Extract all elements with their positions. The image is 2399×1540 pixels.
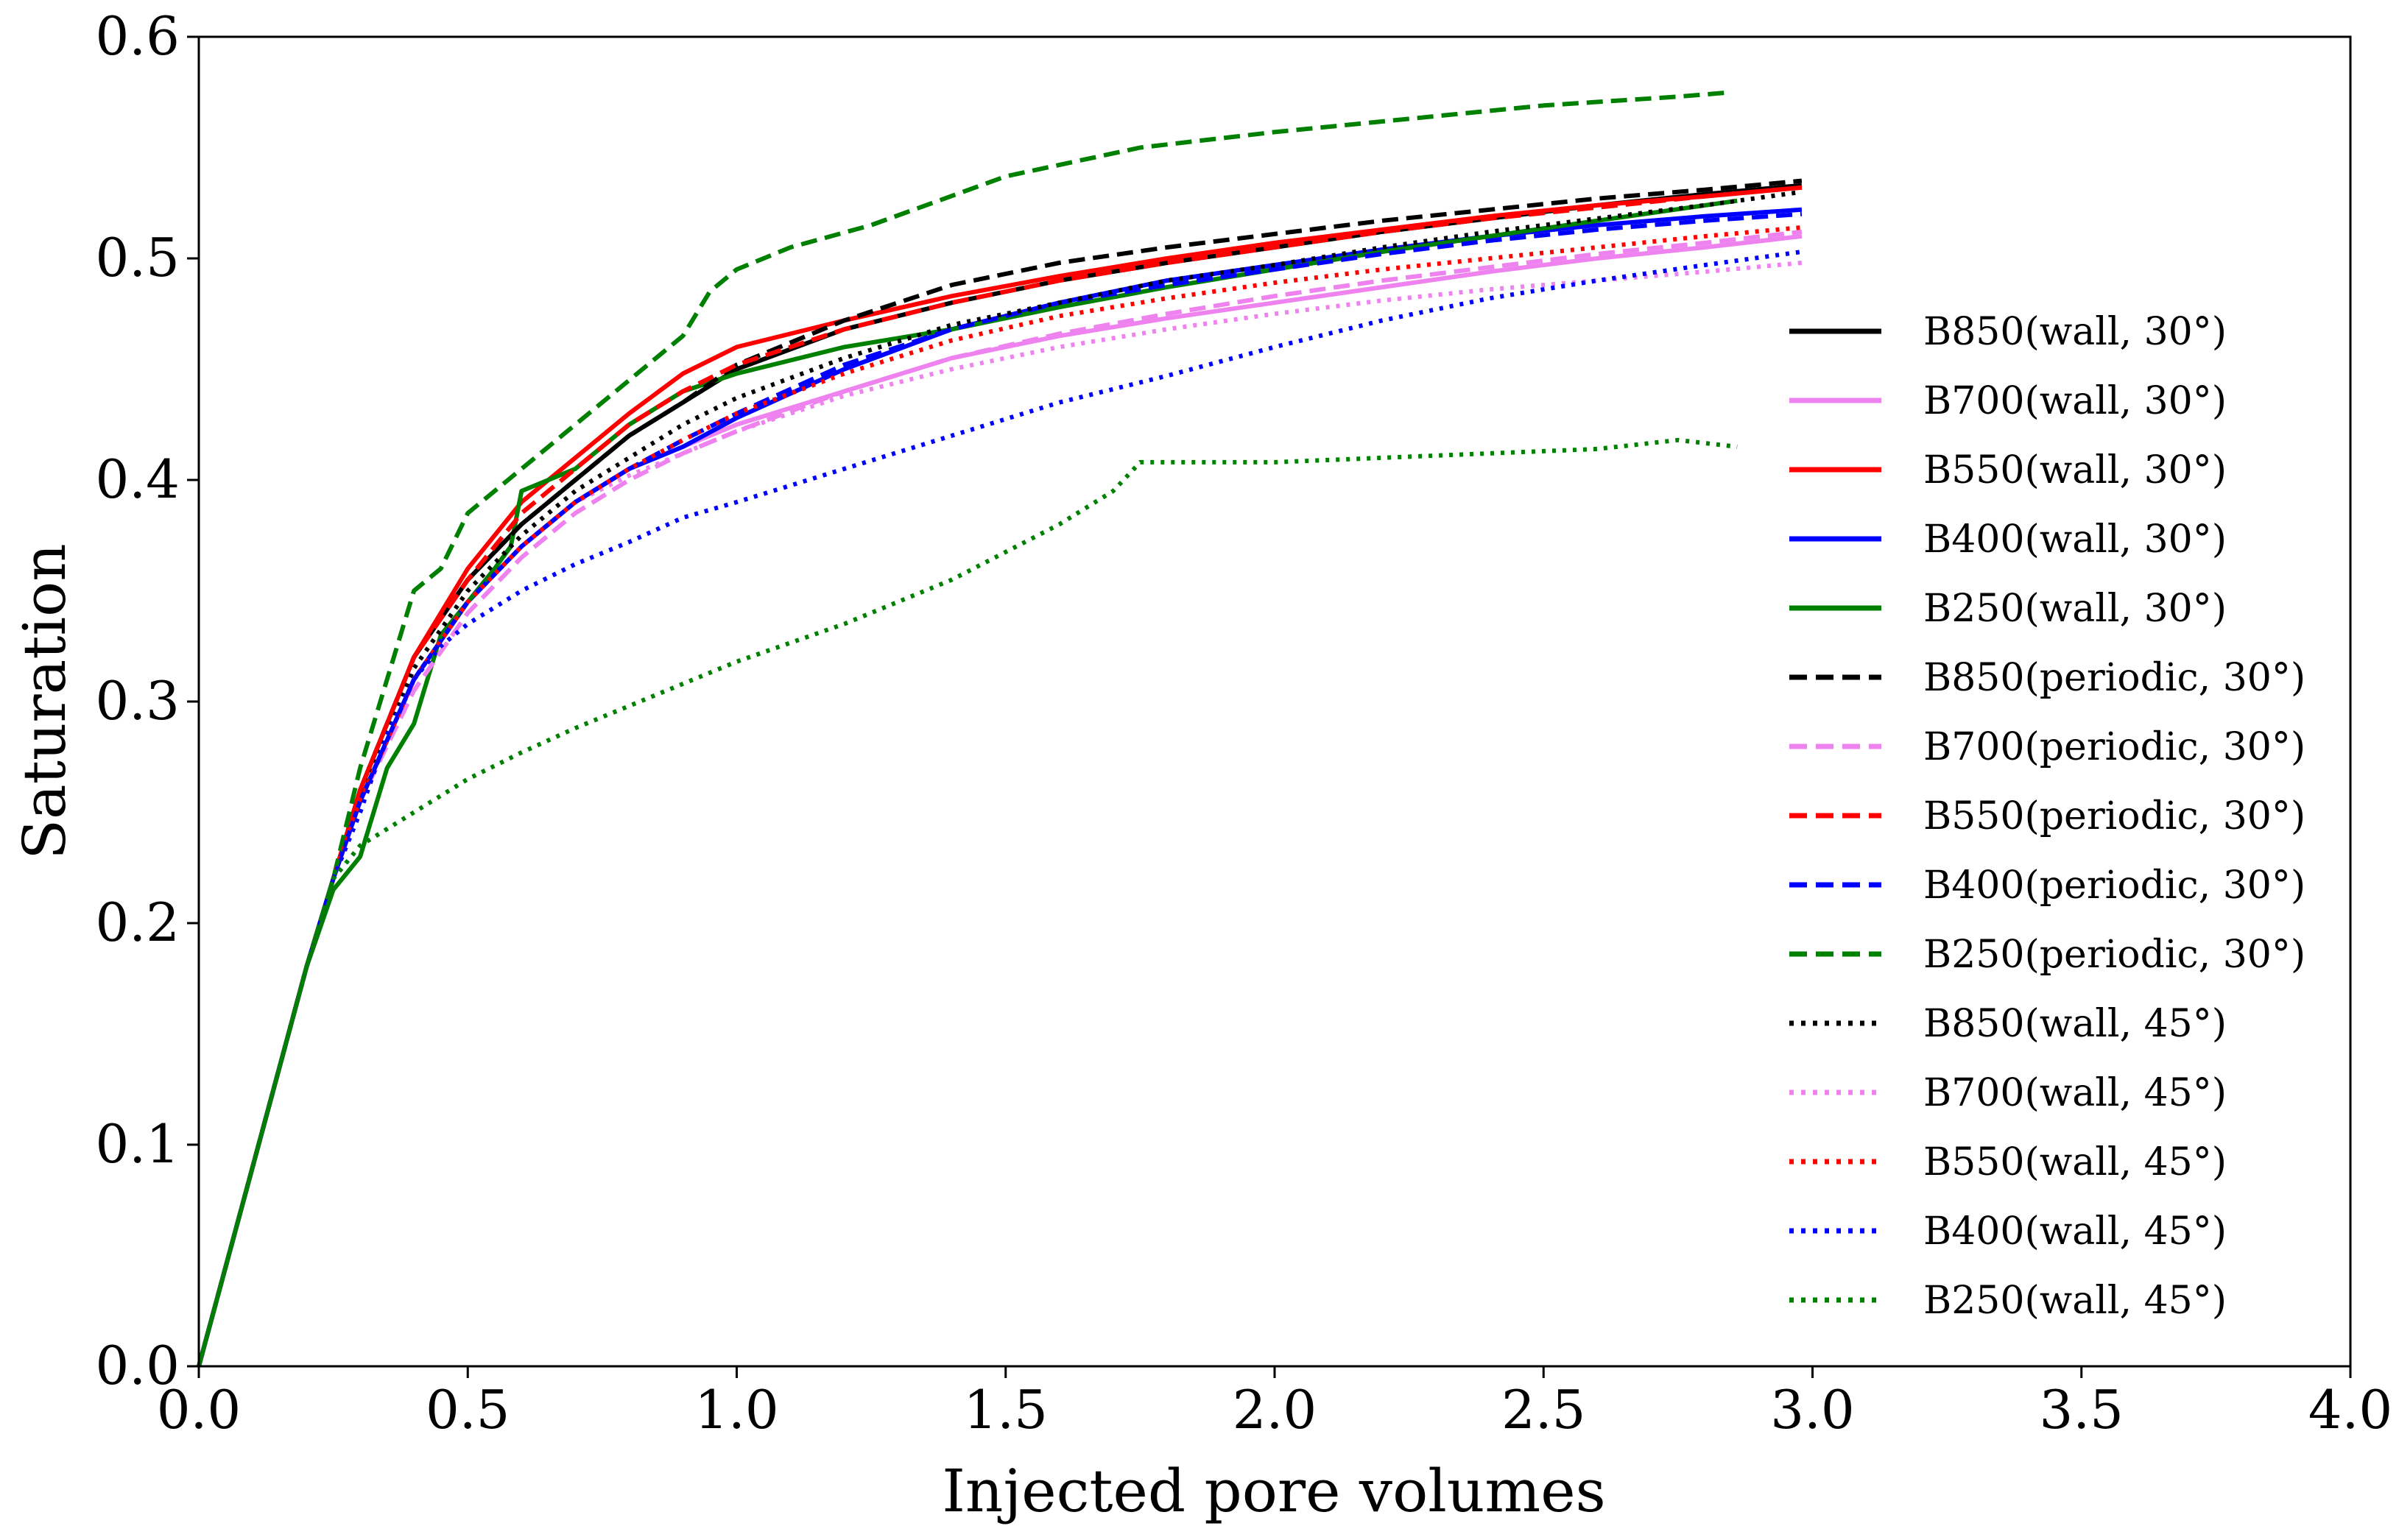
x-axis-label: Injected pore volumes (942, 1457, 1605, 1525)
y-tick-label: 0.6 (95, 5, 180, 67)
legend-label: B850(periodic, 30°) (1923, 656, 2305, 700)
legend-label: B400(wall, 45°) (1923, 1209, 2227, 1254)
legend-label: B400(wall, 30°) (1923, 518, 2227, 562)
x-tick-label: 3.5 (2039, 1379, 2124, 1441)
legend-label: B850(wall, 45°) (1923, 1002, 2227, 1046)
x-tick-label: 1.0 (694, 1379, 779, 1441)
y-tick-label: 0.2 (95, 891, 180, 953)
y-axis-label: Saturation (10, 543, 79, 860)
legend-label: B400(periodic, 30°) (1923, 863, 2305, 908)
series-line-13 (197, 250, 1803, 1367)
ticks-layer: 0.0 0.5 1.0 1.5 2.0 2.5 3.0 3.5 4.0 0.0 0.1 0.2 0.3 0… (95, 5, 2392, 1441)
legend-label: B700(periodic, 30°) (1923, 725, 2305, 769)
y-tick-label: 0.5 (95, 227, 180, 289)
series-line-9 (197, 90, 1733, 1367)
x-tick-label: 3.0 (1770, 1379, 1855, 1441)
legend-label: B250(wall, 30°) (1923, 587, 2227, 631)
series-line-14 (197, 437, 1738, 1367)
legend-label: B700(wall, 45°) (1923, 1071, 2227, 1115)
legend-label: B250(wall, 45°) (1923, 1279, 2227, 1323)
legend-label: B550(wall, 30°) (1923, 448, 2227, 492)
y-tick-label: 0.1 (95, 1113, 180, 1175)
y-tick-label: 0.3 (95, 670, 180, 732)
legend-label: B550(wall, 45°) (1923, 1140, 2227, 1184)
x-tick-label: 0.5 (426, 1379, 510, 1441)
series-line-5 (197, 178, 1803, 1367)
x-tick-label: 0.0 (157, 1379, 242, 1441)
x-tick-label: 2.5 (1501, 1379, 1586, 1441)
x-tick-label: 1.5 (963, 1379, 1048, 1441)
legend: B850(wall, 30°) B700(wall, 30°) B550(wall,… (1789, 310, 2305, 1323)
y-tick-label: 0.4 (95, 448, 180, 510)
series-line-7 (197, 185, 1803, 1367)
legend-label: B700(wall, 30°) (1923, 379, 2227, 423)
x-tick-label: 4.0 (2308, 1379, 2393, 1441)
legend-label: B250(periodic, 30°) (1923, 933, 2305, 977)
legend-label: B850(wall, 30°) (1923, 310, 2227, 354)
x-tick-label: 2.0 (1233, 1379, 1317, 1441)
y-tick-label: 0.0 (95, 1335, 180, 1396)
legend-label: B550(periodic, 30°) (1923, 794, 2305, 838)
series-layer (197, 90, 1803, 1367)
